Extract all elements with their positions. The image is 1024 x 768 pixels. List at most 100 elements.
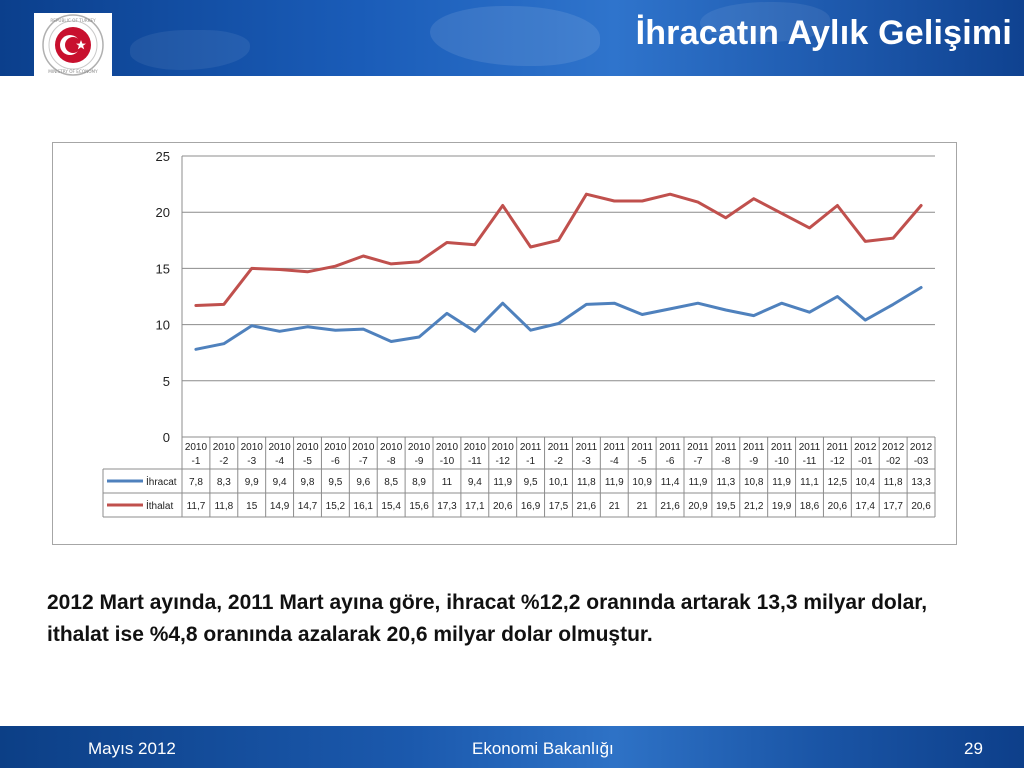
x-tick-label-month: -3: [247, 456, 256, 467]
data-label: 11,1: [800, 477, 819, 488]
x-tick-label-year: 2011: [631, 442, 653, 453]
x-tick-label-year: 2011: [715, 442, 737, 453]
x-tick-label-year: 2010: [213, 442, 236, 453]
data-label: 10,1: [549, 477, 569, 488]
data-label: 15,2: [326, 501, 346, 512]
x-tick-label-year: 2011: [799, 442, 821, 453]
data-label: 21,6: [660, 501, 680, 512]
svg-text:MINISTRY OF ECONOMY: MINISTRY OF ECONOMY: [48, 69, 98, 74]
data-label: 17,7: [883, 501, 903, 512]
y-tick-label: 25: [156, 149, 170, 164]
data-label: 18,6: [800, 501, 820, 512]
x-tick-label-year: 2010: [241, 442, 264, 453]
x-tick-label-month: -9: [749, 456, 758, 467]
x-tick-label-year: 2011: [771, 442, 793, 453]
x-tick-label-month: -4: [275, 456, 284, 467]
data-label: 9,5: [524, 477, 538, 488]
y-tick-label: 0: [163, 430, 170, 445]
data-label: 16,1: [354, 501, 374, 512]
x-tick-label-month: -02: [886, 456, 901, 467]
data-label: 15,6: [409, 501, 429, 512]
data-label: 21: [609, 501, 621, 512]
data-label: 16,9: [521, 501, 541, 512]
data-label: 11,9: [689, 477, 708, 488]
x-tick-label-year: 2010: [464, 442, 487, 453]
x-tick-label-year: 2010: [268, 442, 291, 453]
data-label: 9,5: [328, 477, 342, 488]
x-tick-label-month: -12: [830, 456, 845, 467]
footer-date: Mayıs 2012: [88, 739, 176, 758]
x-tick-label-month: -10: [440, 456, 455, 467]
header-banner: İhracatın Aylık Gelişimi: [0, 0, 1024, 76]
data-label: 11,7: [187, 501, 206, 512]
x-tick-label-year: 2010: [408, 442, 431, 453]
x-tick-label-month: -8: [721, 456, 730, 467]
data-label: 14,9: [270, 501, 290, 512]
x-tick-label-month: -12: [495, 456, 510, 467]
data-label: 10,4: [856, 477, 876, 488]
data-label: 11,9: [605, 477, 624, 488]
x-tick-label-month: -11: [468, 456, 482, 467]
data-label: 9,6: [356, 477, 370, 488]
svg-text:REPUBLIC OF TURKEY: REPUBLIC OF TURKEY: [50, 18, 96, 23]
data-label: 21,2: [744, 501, 764, 512]
legend-label: İthalat: [146, 499, 173, 512]
data-label: 15: [246, 501, 258, 512]
x-tick-label-month: -10: [774, 456, 789, 467]
x-tick-label-year: 2011: [548, 442, 570, 453]
data-label: 7,8: [189, 477, 203, 488]
line-chart: 0 5 10 15 20 25 2010 -1 2010 -2 2010 -3 2010 -4 2010 -5…: [102, 149, 936, 518]
data-label: 9,8: [301, 477, 315, 488]
ministry-logo: REPUBLIC OF TURKEY MINISTRY OF ECONOMY: [34, 13, 112, 77]
data-label: 9,4: [273, 477, 287, 488]
data-label: 19,5: [716, 501, 736, 512]
data-label: 11,9: [772, 477, 791, 488]
data-label: 15,4: [381, 501, 401, 512]
x-tick-label-month: -7: [359, 456, 368, 467]
x-tick-label-year: 2010: [296, 442, 319, 453]
x-tick-label-month: -2: [219, 456, 228, 467]
y-tick-label: 5: [163, 374, 170, 389]
x-tick-label-year: 2012: [910, 442, 933, 453]
data-label: 8,9: [412, 477, 426, 488]
data-label: 17,3: [437, 501, 457, 512]
x-tick-label-year: 2012: [854, 442, 877, 453]
x-tick-label-year: 2011: [604, 442, 626, 453]
x-tick-label-year: 2011: [520, 442, 542, 453]
summary-text: 2012 Mart ayında, 2011 Mart ayına göre, …: [47, 591, 928, 646]
data-label: 11,9: [493, 477, 512, 488]
legend-label: İhracat: [146, 475, 177, 488]
x-tick-label-year: 2010: [492, 442, 515, 453]
slide-title: İhracatın Aylık Gelişimi: [635, 14, 1012, 52]
x-tick-label-year: 2010: [185, 442, 208, 453]
data-label: 9,4: [468, 477, 482, 488]
x-tick-label-year: 2010: [352, 442, 375, 453]
data-label: 13,3: [911, 477, 931, 488]
x-tick-label-month: -03: [914, 456, 929, 467]
data-label: 20,6: [911, 501, 931, 512]
y-tick-label: 20: [156, 205, 170, 220]
x-tick-label-month: -5: [638, 456, 647, 467]
seal-icon: REPUBLIC OF TURKEY MINISTRY OF ECONOMY: [42, 14, 104, 76]
data-label: 10,9: [632, 477, 652, 488]
y-tick-label: 15: [156, 261, 170, 276]
series-line-ithalat: [194, 192, 923, 307]
data-label: 17,5: [549, 501, 569, 512]
data-label: 20,6: [828, 501, 848, 512]
data-label: 20,6: [493, 501, 513, 512]
x-tick-label-month: -6: [331, 456, 340, 467]
page-number: 29: [964, 739, 983, 758]
x-tick-label-month: -6: [666, 456, 675, 467]
data-label: 9,9: [245, 477, 259, 488]
data-label: 8,5: [384, 477, 398, 488]
footer-bar: Mayıs 2012 Ekonomi Bakanlığı 29: [0, 726, 1024, 768]
x-tick-label-month: -2: [554, 456, 563, 467]
x-tick-label-year: 2011: [687, 442, 709, 453]
x-tick-label-month: -8: [387, 456, 396, 467]
x-tick-label-year: 2012: [882, 442, 905, 453]
x-tick-label-year: 2010: [324, 442, 347, 453]
x-tick-label-year: 2011: [827, 442, 849, 453]
map-decoration: [130, 30, 250, 70]
data-label: 20,9: [688, 501, 708, 512]
data-label: 11,4: [661, 477, 680, 488]
